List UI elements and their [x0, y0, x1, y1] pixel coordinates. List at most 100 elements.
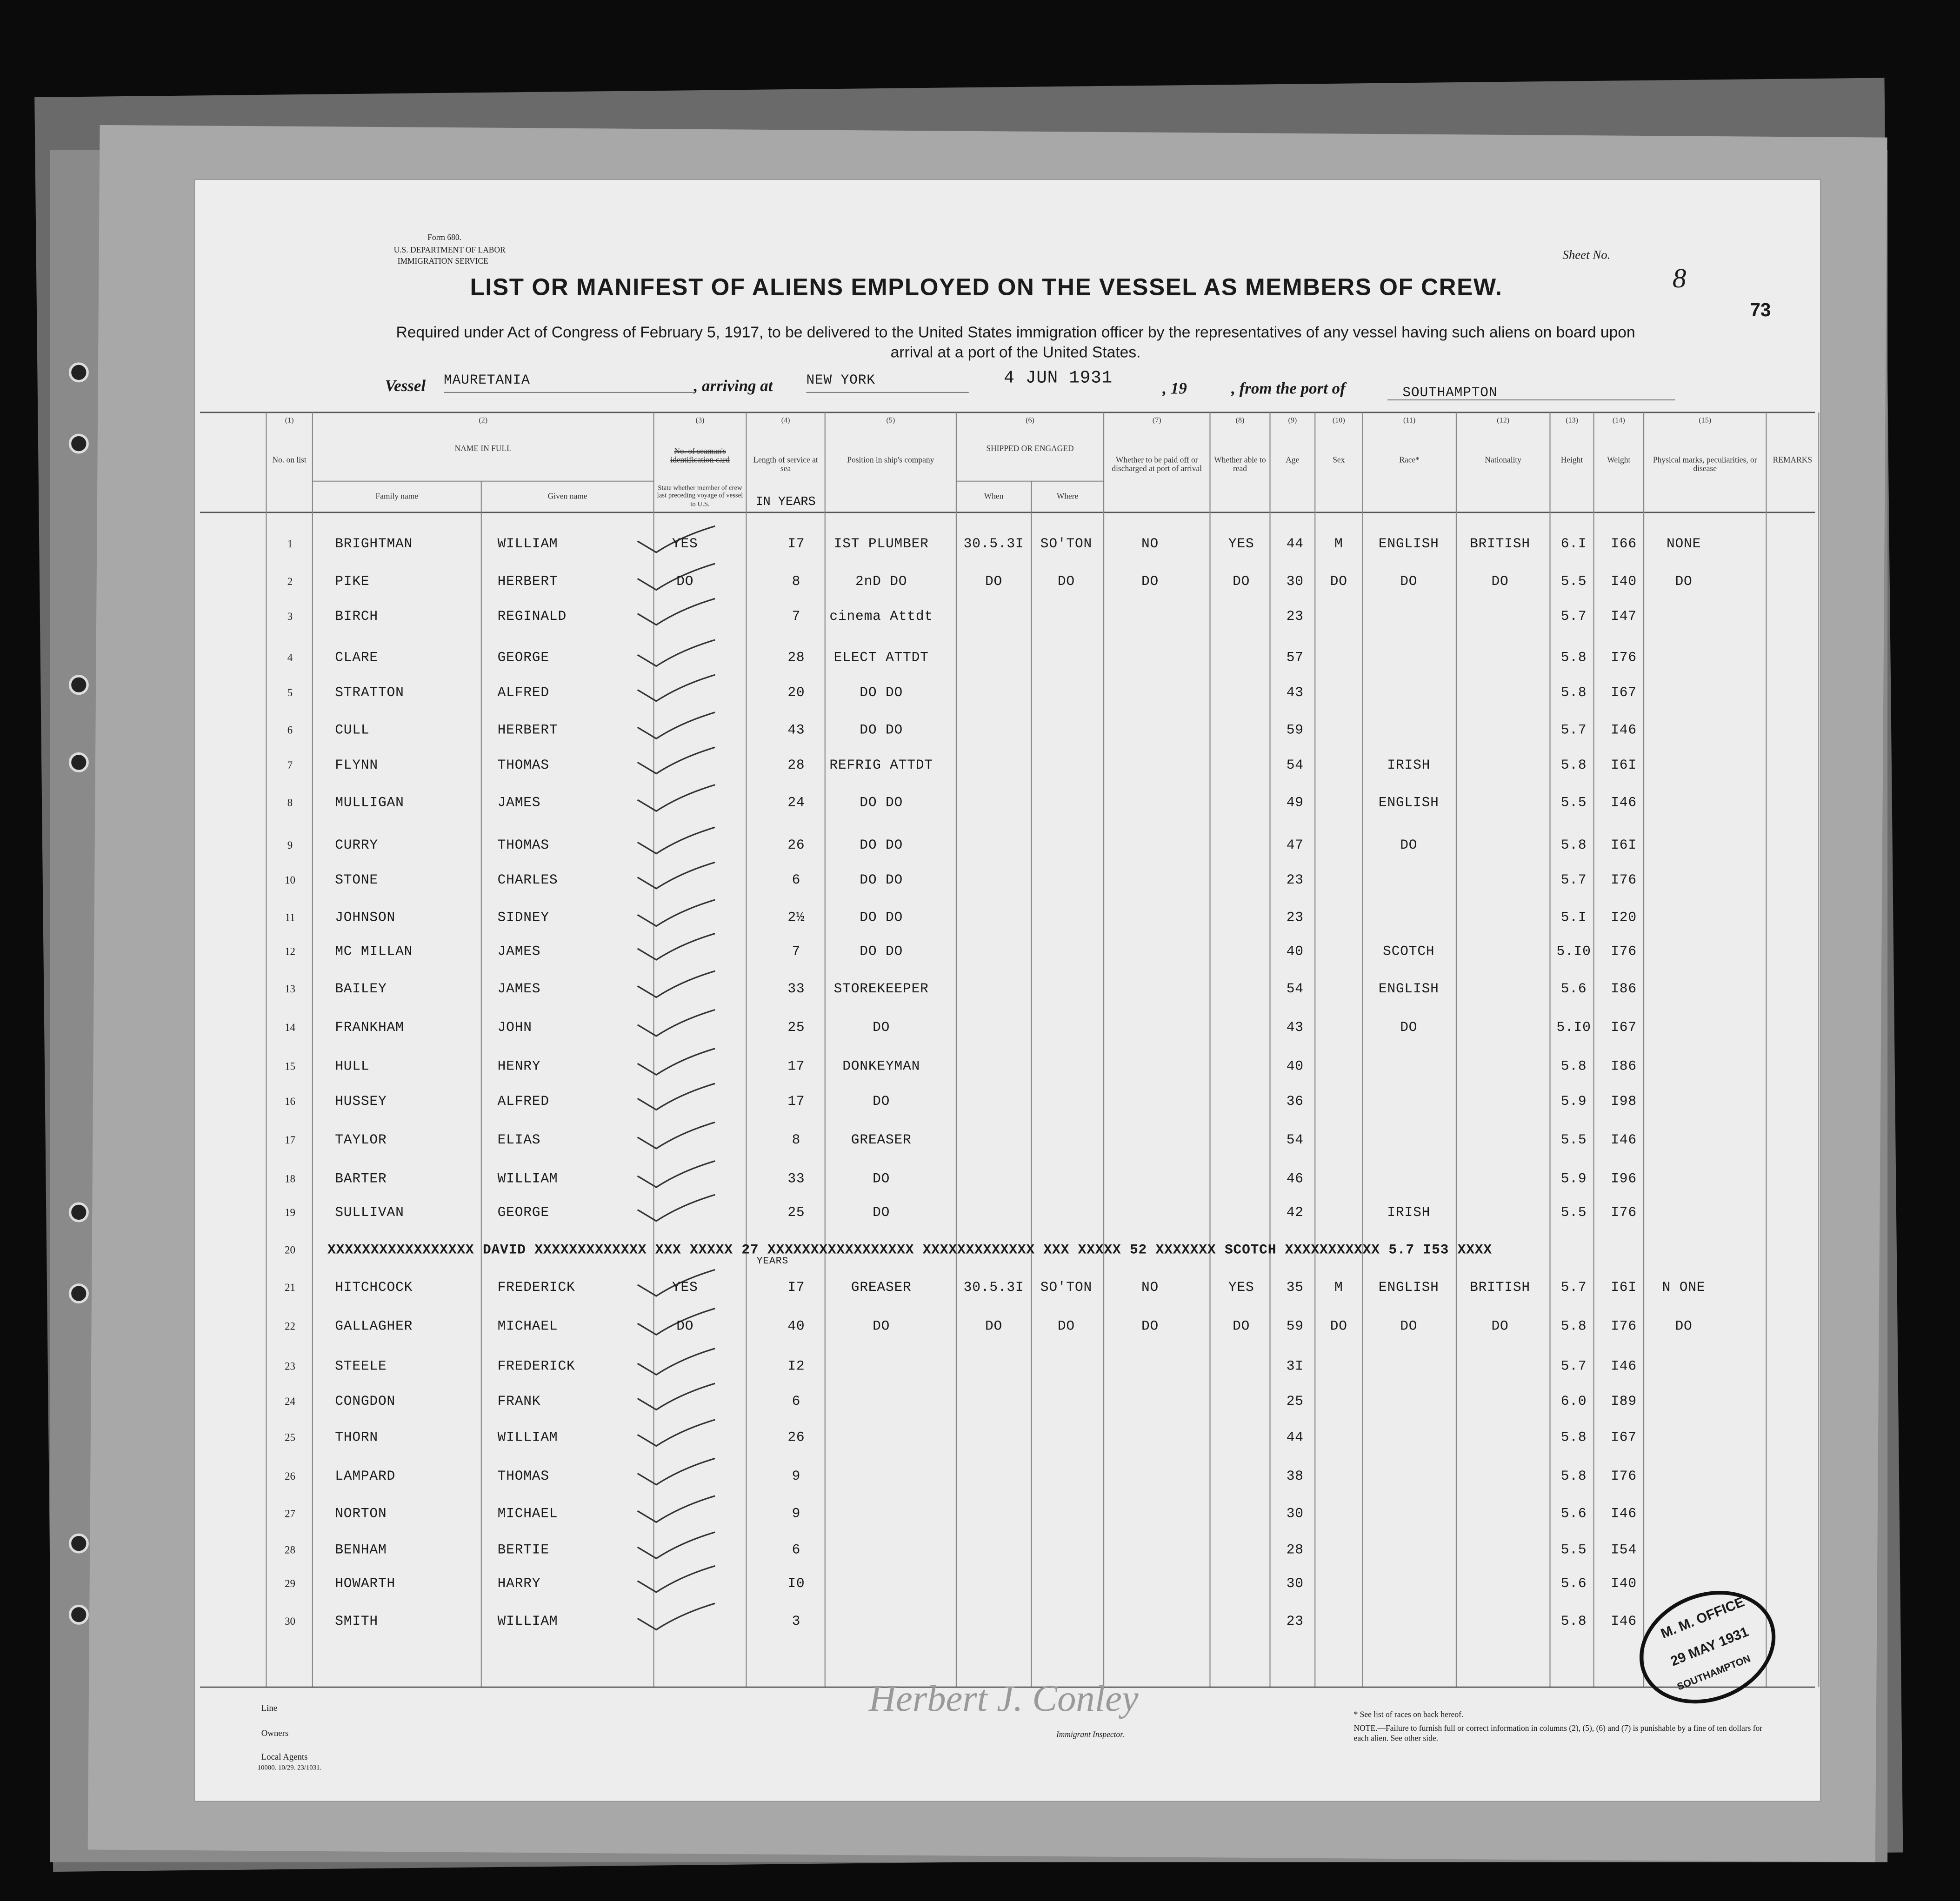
cell-given: WILLIAM	[497, 1172, 558, 1188]
cell-family: HULL	[335, 1060, 370, 1075]
cell-height: 5.I	[1560, 911, 1587, 926]
cell-card: DO	[676, 575, 694, 590]
cell-service: 28	[787, 651, 805, 666]
column-label: REMARKS	[1773, 456, 1813, 465]
cell-given: SIDNEY	[497, 911, 549, 926]
cell-service: 43	[787, 724, 805, 739]
form-department: U.S. DEPARTMENT OF LABOR	[393, 246, 506, 255]
cell-no: 5	[287, 686, 293, 699]
cell-age: 23	[1286, 1615, 1304, 1630]
check-mark	[637, 1308, 715, 1336]
check-mark	[637, 1121, 715, 1150]
cell-no: 6	[287, 724, 293, 736]
cell-position: REFRIG ATTDT	[829, 758, 933, 774]
cell-height: 5.6	[1560, 1507, 1587, 1522]
cell-no: 22	[285, 1320, 295, 1332]
check-mark	[637, 711, 715, 740]
cell-service-note: YEARS	[756, 1256, 789, 1268]
cell-marks: DO	[1675, 575, 1693, 590]
cell-service: 33	[787, 1172, 805, 1188]
cell-paid: NO	[1141, 537, 1159, 552]
cell-sex: M	[1334, 537, 1343, 552]
column-sublabel: Family name	[375, 492, 419, 501]
cell-card: DO	[676, 1320, 694, 1335]
cell-weight: I67	[1611, 686, 1637, 701]
cell-race: DO	[1400, 575, 1418, 590]
cell-family: BRIGHTMAN	[335, 537, 413, 552]
cell-weight: I76	[1611, 1320, 1637, 1335]
cell-height: 5.7	[1560, 610, 1587, 625]
cell-family: CONGDON	[335, 1395, 396, 1410]
cell-weight: I46	[1611, 796, 1637, 811]
cell-family: THORN	[335, 1431, 379, 1446]
cell-where: DO	[1057, 1320, 1075, 1335]
binder-hole	[68, 1202, 89, 1223]
cell-paid: DO	[1141, 575, 1159, 590]
fine-note: NOTE.—Failure to furnish full or correct…	[1353, 1724, 1763, 1744]
check-mark	[637, 970, 715, 998]
cell-height: 5.7	[1560, 724, 1587, 739]
cell-no: 15	[285, 1060, 295, 1072]
cell-height: 5.5	[1560, 575, 1587, 590]
cell-given: BERTIE	[497, 1543, 549, 1559]
check-mark	[637, 861, 715, 890]
column-number: (6)	[1026, 417, 1034, 425]
cell-no: 29	[285, 1577, 295, 1590]
cell-family: STEELE	[335, 1360, 387, 1375]
cell-age: 54	[1286, 758, 1304, 774]
cell-age: 35	[1286, 1281, 1304, 1296]
binder-hole	[68, 1604, 89, 1625]
cell-weight: I46	[1611, 1507, 1637, 1522]
cell-position: DO DO	[860, 944, 903, 960]
cell-height: 5.8	[1560, 758, 1587, 774]
cell-race: ENGLISH	[1378, 537, 1439, 552]
cell-no: 26	[285, 1469, 295, 1482]
check-mark	[637, 1495, 715, 1523]
binder-hole	[68, 433, 89, 454]
column-number: (3)	[695, 417, 705, 425]
column-sublabel: IN YEARS	[755, 496, 816, 510]
cell-service: 25	[787, 1206, 805, 1221]
cell-height: 5.8	[1560, 686, 1587, 701]
cell-age: 44	[1286, 1431, 1304, 1446]
cell-service: 6	[792, 1543, 801, 1559]
cell-height: 5.8	[1560, 1060, 1587, 1075]
column-number: (7)	[1152, 417, 1161, 425]
cell-weight: I76	[1611, 944, 1637, 960]
cell-no: 17	[285, 1133, 295, 1146]
check-mark	[637, 674, 715, 702]
cell-age: 3I	[1286, 1360, 1304, 1375]
check-mark	[637, 639, 715, 667]
cell-service: I2	[787, 1360, 805, 1375]
cell-no: 13	[285, 982, 295, 995]
cell-family: CURRY	[335, 838, 379, 854]
cell-no: 11	[285, 911, 295, 924]
cell-no: 10	[285, 873, 295, 886]
column-number: (4)	[781, 417, 790, 425]
cell-position: DO	[873, 1320, 890, 1335]
cell-no: 30	[285, 1615, 295, 1628]
cell-weight: I6I	[1611, 1281, 1637, 1296]
cell-height: 5.5	[1560, 796, 1587, 811]
cell-service: 8	[792, 1133, 801, 1149]
cell-weight: I40	[1611, 575, 1637, 590]
cell-paid: NO	[1141, 1281, 1159, 1296]
check-mark	[637, 1457, 715, 1486]
cell-service: 17	[787, 1060, 805, 1075]
cell-given: WILLIAM	[497, 537, 558, 552]
cell-given: FRANK	[497, 1395, 541, 1410]
cell-no: 16	[285, 1095, 295, 1108]
cell-no: 12	[285, 944, 295, 957]
cell-no: 28	[285, 1543, 295, 1556]
cell-height: 5.8	[1560, 1431, 1587, 1446]
cell-no: 7	[287, 758, 293, 771]
cell-service: 26	[787, 838, 805, 854]
column-number: (2)	[479, 417, 488, 425]
cell-read: YES	[1228, 537, 1254, 552]
cell-marks: DO	[1675, 1320, 1693, 1335]
cell-given: WILLIAM	[497, 1431, 558, 1446]
cell-age: 30	[1286, 575, 1304, 590]
cell-age: 28	[1286, 1543, 1304, 1559]
cell-card: YES	[672, 1281, 698, 1296]
